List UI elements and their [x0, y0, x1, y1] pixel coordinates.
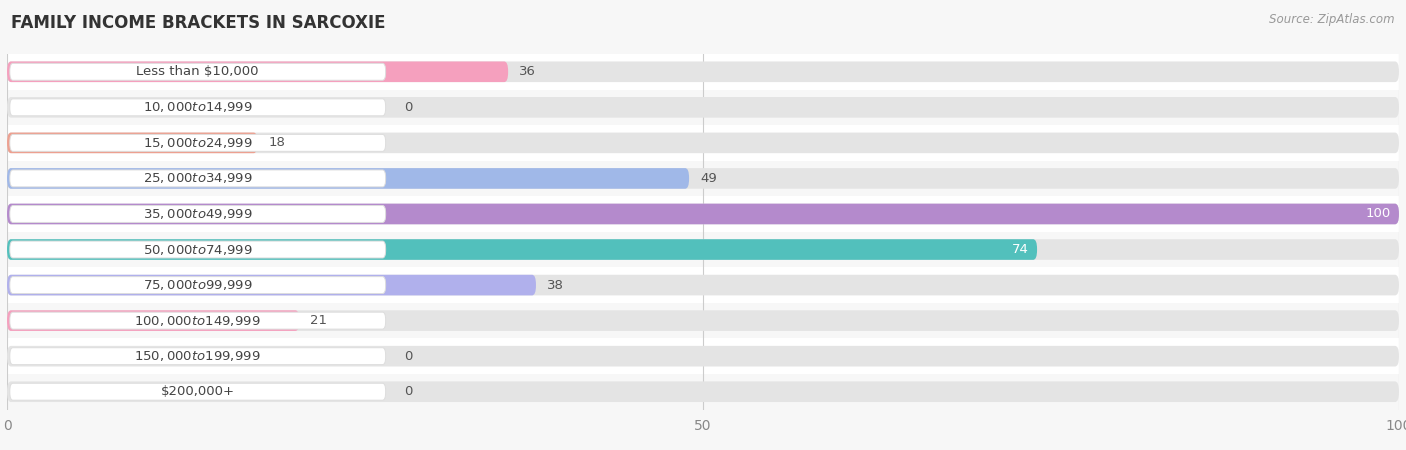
FancyBboxPatch shape: [7, 204, 1399, 224]
Text: $200,000+: $200,000+: [160, 385, 235, 398]
FancyBboxPatch shape: [7, 382, 1399, 402]
Text: 21: 21: [311, 314, 328, 327]
Text: Less than $10,000: Less than $10,000: [136, 65, 259, 78]
Text: 0: 0: [404, 101, 412, 114]
Text: $25,000 to $34,999: $25,000 to $34,999: [143, 171, 253, 185]
FancyBboxPatch shape: [10, 99, 385, 116]
Text: $75,000 to $99,999: $75,000 to $99,999: [143, 278, 253, 292]
Text: 38: 38: [547, 279, 564, 292]
Bar: [7, 90, 1399, 125]
FancyBboxPatch shape: [7, 133, 257, 153]
Bar: [7, 161, 1399, 196]
Bar: [7, 303, 1399, 338]
FancyBboxPatch shape: [7, 310, 299, 331]
FancyBboxPatch shape: [7, 133, 1399, 153]
FancyBboxPatch shape: [7, 168, 1399, 189]
FancyBboxPatch shape: [7, 275, 536, 295]
Text: 0: 0: [404, 350, 412, 363]
Text: 49: 49: [700, 172, 717, 185]
FancyBboxPatch shape: [7, 204, 1399, 224]
Text: $50,000 to $74,999: $50,000 to $74,999: [143, 243, 253, 256]
Text: $35,000 to $49,999: $35,000 to $49,999: [143, 207, 253, 221]
Bar: [7, 267, 1399, 303]
Bar: [7, 338, 1399, 374]
FancyBboxPatch shape: [10, 241, 385, 258]
FancyBboxPatch shape: [10, 170, 385, 187]
Bar: [7, 54, 1399, 90]
FancyBboxPatch shape: [10, 63, 385, 80]
Text: 100: 100: [1365, 207, 1391, 220]
Bar: [7, 196, 1399, 232]
Text: $150,000 to $199,999: $150,000 to $199,999: [135, 349, 262, 363]
Text: $10,000 to $14,999: $10,000 to $14,999: [143, 100, 253, 114]
FancyBboxPatch shape: [7, 168, 689, 189]
FancyBboxPatch shape: [7, 346, 1399, 366]
FancyBboxPatch shape: [7, 275, 1399, 295]
Bar: [7, 374, 1399, 410]
FancyBboxPatch shape: [10, 206, 385, 222]
FancyBboxPatch shape: [7, 239, 1399, 260]
FancyBboxPatch shape: [10, 135, 385, 151]
Text: 0: 0: [404, 385, 412, 398]
Text: 18: 18: [269, 136, 285, 149]
FancyBboxPatch shape: [7, 310, 1399, 331]
Text: $15,000 to $24,999: $15,000 to $24,999: [143, 136, 253, 150]
FancyBboxPatch shape: [7, 97, 1399, 117]
Bar: [7, 232, 1399, 267]
Text: 36: 36: [519, 65, 536, 78]
FancyBboxPatch shape: [10, 312, 385, 329]
FancyBboxPatch shape: [10, 348, 385, 365]
Text: 74: 74: [1012, 243, 1029, 256]
Text: FAMILY INCOME BRACKETS IN SARCOXIE: FAMILY INCOME BRACKETS IN SARCOXIE: [11, 14, 385, 32]
FancyBboxPatch shape: [10, 277, 385, 293]
Text: $100,000 to $149,999: $100,000 to $149,999: [135, 314, 262, 328]
Text: Source: ZipAtlas.com: Source: ZipAtlas.com: [1270, 14, 1395, 27]
FancyBboxPatch shape: [7, 239, 1038, 260]
FancyBboxPatch shape: [7, 62, 1399, 82]
FancyBboxPatch shape: [10, 383, 385, 400]
FancyBboxPatch shape: [7, 62, 508, 82]
Bar: [7, 125, 1399, 161]
